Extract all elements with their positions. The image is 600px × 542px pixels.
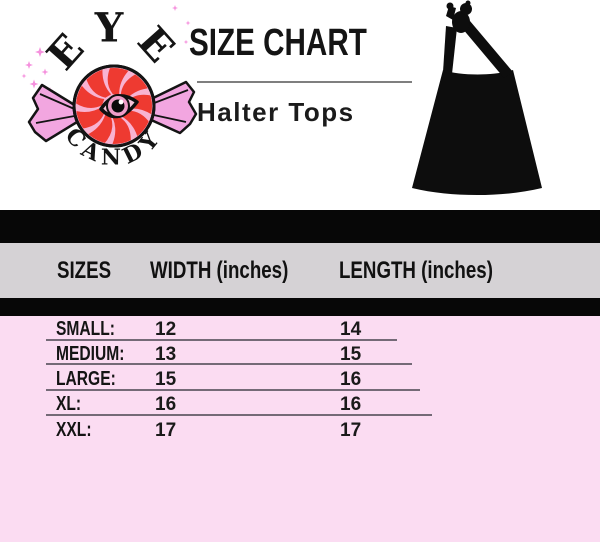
length-cell: 14 [340, 319, 362, 340]
row-divider [46, 389, 420, 391]
row-divider [46, 339, 397, 341]
size-cell: XXL: [56, 419, 92, 441]
column-header-sizes: SIZES [57, 257, 112, 284]
column-header-width: WIDTH (inches) [150, 257, 289, 284]
table-row: LARGE: 15 16 [0, 368, 600, 390]
halter-top-image [412, 0, 542, 195]
page-title: SIZE CHART [189, 22, 367, 64]
halter-knot [446, 0, 472, 33]
length-cell: 16 [340, 369, 362, 390]
size-cell: MEDIUM: [56, 343, 125, 365]
halter-strap-left [443, 26, 457, 74]
width-cell: 13 [155, 344, 177, 365]
column-header-length: LENGTH (inches) [339, 257, 493, 284]
table-row: XL: 16 16 [0, 393, 600, 415]
row-divider [46, 363, 412, 365]
size-table-body: SMALL: 12 14 MEDIUM: 13 15 LARGE: 15 16 … [0, 316, 600, 542]
title-divider [197, 81, 412, 83]
table-row: XXL: 17 17 [0, 419, 600, 441]
length-cell: 15 [340, 344, 362, 365]
length-cell: 17 [340, 420, 362, 441]
candy-wrapper-left [27, 83, 84, 143]
width-cell: 15 [155, 369, 177, 390]
title-block: SIZE CHART [189, 22, 429, 65]
table-row: MEDIUM: 13 15 [0, 343, 600, 365]
black-band-bottom [0, 298, 600, 316]
eyeball-icon [99, 94, 139, 119]
size-cell: SMALL: [56, 318, 115, 340]
table-header-band [0, 243, 600, 298]
size-cell: LARGE: [56, 368, 116, 390]
eye-candy-logo-icon: EYE CANDY [21, 5, 198, 171]
black-band-top [0, 210, 600, 243]
table-row: SMALL: 12 14 [0, 318, 600, 340]
page-subtitle: Halter Tops [197, 97, 355, 127]
width-cell: 17 [155, 420, 177, 441]
width-cell: 12 [155, 319, 177, 340]
length-cell: 16 [340, 394, 362, 415]
size-cell: XL: [56, 393, 82, 415]
candy-wrapper-right [145, 80, 198, 135]
width-cell: 16 [155, 394, 177, 415]
halter-strap-right [462, 21, 513, 78]
row-divider [46, 414, 432, 416]
halter-body [412, 70, 542, 195]
